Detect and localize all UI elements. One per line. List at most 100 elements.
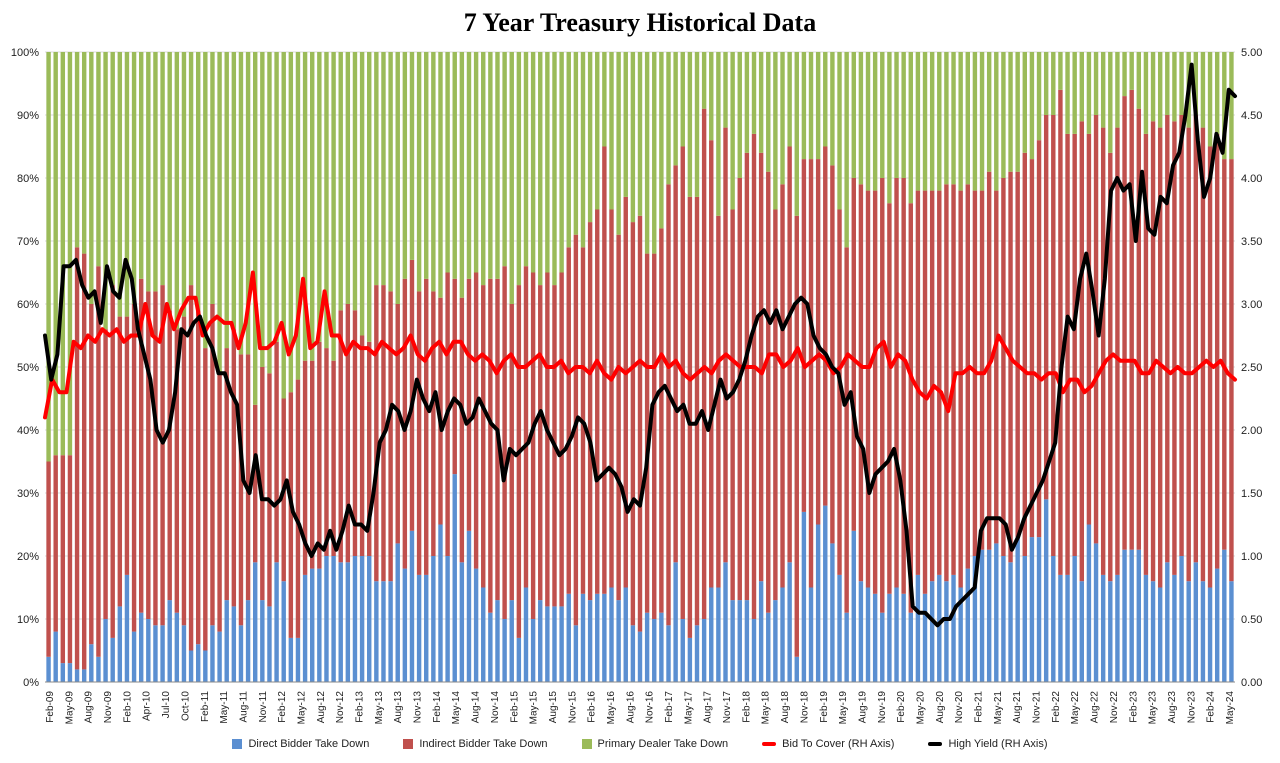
bar-direct [1150,581,1156,682]
bar-direct [274,562,279,682]
bar-indirect [880,178,885,613]
bar-primary-dealer [274,52,279,342]
bar-primary-dealer [637,52,643,216]
bar-direct [260,600,265,682]
bar-direct [965,568,970,682]
bar-indirect [858,184,864,582]
bar-direct [1043,499,1049,682]
y-tick-label-right: 1.00 [1241,551,1262,563]
bar-primary-dealer [972,52,978,191]
bar-direct [374,581,379,682]
bar-indirect [181,316,187,626]
bar-direct [1179,556,1184,682]
bar-direct [808,587,814,682]
bar-indirect [780,184,785,588]
x-tick-label: Aug-09 [84,691,95,724]
bar-primary-dealer [1108,52,1113,153]
bar-indirect [310,360,315,569]
bar-indirect [730,209,735,601]
x-tick-label: Feb-17 [664,691,675,723]
bar-direct [217,631,222,682]
bar-direct [60,663,66,682]
legend-swatch-indirect [403,739,414,749]
bar-indirect [915,190,921,575]
bar-primary-dealer [395,52,400,304]
y-tick-label-right: 0.50 [1241,614,1262,626]
bar-indirect [545,272,550,607]
bar-primary-dealer [602,52,607,147]
bar-primary-dealer [89,52,94,304]
bar-primary-dealer [652,52,657,254]
bar-primary-dealer [253,52,258,405]
y-tick-label-left: 10% [17,614,39,626]
bar-primary-dealer [459,52,465,298]
bar-primary-dealer [623,52,628,197]
bar-direct [858,581,864,682]
x-tick-label: Nov-17 [722,691,733,724]
bar-primary-dealer [203,52,208,349]
bar-direct [837,574,842,682]
bar-primary-dealer [794,52,799,216]
bar-indirect [217,373,222,632]
x-tick-label: Feb-11 [200,691,211,722]
bar-indirect [174,329,180,613]
x-tick-label: Feb-19 [819,691,830,723]
bar-indirect [245,354,251,601]
bar-direct [1222,549,1227,682]
bar-primary-dealer [438,52,443,298]
bar-direct [637,631,643,682]
bar-primary-dealer [801,52,807,160]
bar-primary-dealer [716,52,721,216]
bar-indirect [630,222,636,626]
bar-primary-dealer [260,52,265,367]
bar-indirect [716,215,721,588]
bar-primary-dealer [238,52,244,355]
bar-direct [81,669,87,682]
bar-direct [951,574,956,682]
bar-indirect [851,178,856,531]
bar-indirect [103,329,108,619]
bar-indirect [523,266,529,588]
x-tick-label: Nov-22 [1109,691,1120,724]
y-tick-label-left: 30% [17,488,39,500]
bar-primary-dealer [466,52,472,279]
chart-title: 7 Year Treasury Historical Data [463,8,817,37]
x-tick-label: Feb-20 [896,691,907,723]
bar-direct [317,568,322,682]
bar-primary-dealer [110,52,115,286]
bar-indirect [238,354,244,626]
bar-indirect [260,367,265,601]
x-tick-label: Feb-21 [974,691,985,723]
bar-direct [459,562,465,682]
bar-direct [780,587,785,682]
x-tick-label: Aug-21 [1012,691,1023,724]
bar-indirect [1172,121,1177,575]
bar-direct [652,619,657,682]
bar-indirect [231,329,237,607]
bar-direct [174,612,180,682]
bar-direct [794,656,799,682]
bar-primary-dealer [1086,52,1092,134]
bar-indirect [830,165,835,544]
y-tick-label-left: 20% [17,551,39,563]
bar-indirect [1022,152,1027,557]
bar-indirect [459,297,465,563]
x-tick-label: May-14 [451,691,462,725]
bar-primary-dealer [188,52,194,286]
bar-direct [666,625,671,682]
bar-direct [345,562,351,682]
bar-indirect [872,190,878,594]
bar-indirect [1129,89,1134,550]
bar-primary-dealer [124,52,130,317]
y-tick-label-left: 40% [17,425,39,437]
x-tick-label: May-12 [296,691,307,725]
legend-swatch-direct [232,739,243,749]
bar-primary-dealer [195,52,201,311]
bar-primary-dealer [994,52,999,191]
bar-direct [766,612,771,682]
legend-item-indirect: Indirect Bidder Take Down [403,738,548,750]
bar-direct [331,556,336,682]
bar-indirect [1115,127,1120,575]
bar-primary-dealer [224,52,229,349]
bar-indirect [616,234,621,601]
